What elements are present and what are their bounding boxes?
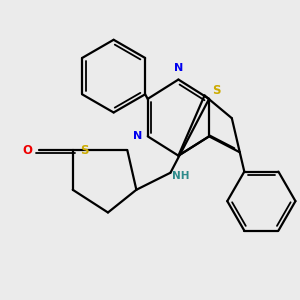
Text: N: N <box>174 63 183 73</box>
Text: O: O <box>22 143 32 157</box>
Text: S: S <box>212 84 220 98</box>
Text: N: N <box>133 131 142 141</box>
Text: S: S <box>80 143 88 157</box>
Text: NH: NH <box>172 171 189 181</box>
